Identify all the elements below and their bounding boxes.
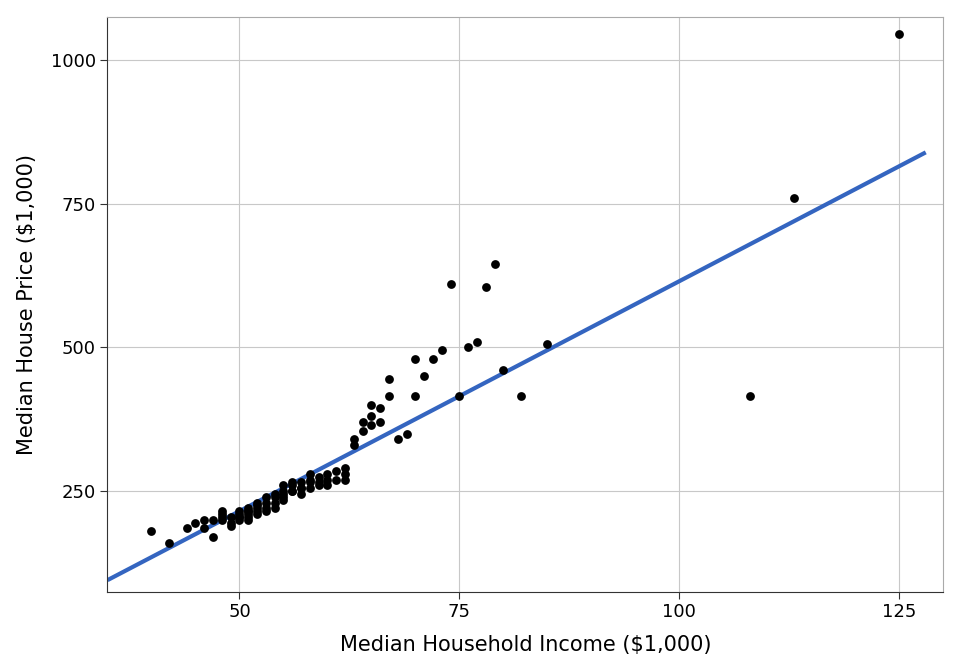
Point xyxy=(241,506,256,517)
Point xyxy=(320,474,335,485)
Point xyxy=(540,339,555,350)
Point xyxy=(250,503,265,513)
Point xyxy=(302,482,318,493)
Point xyxy=(364,419,379,430)
Point xyxy=(311,477,326,488)
Point xyxy=(364,399,379,410)
Point xyxy=(408,353,423,364)
Point xyxy=(320,468,335,479)
Point xyxy=(179,523,194,534)
Point xyxy=(478,282,493,292)
Point xyxy=(197,514,212,525)
Point xyxy=(408,391,423,402)
Point xyxy=(355,417,371,427)
Point xyxy=(328,474,344,485)
Point xyxy=(347,439,362,450)
Point xyxy=(205,532,221,542)
Point xyxy=(276,486,291,497)
Point xyxy=(399,428,415,439)
Point xyxy=(284,486,300,497)
Point xyxy=(461,342,476,353)
Point xyxy=(328,466,344,476)
Point xyxy=(258,506,274,517)
Point xyxy=(214,514,229,525)
Point xyxy=(250,497,265,508)
Point xyxy=(381,374,396,384)
Point xyxy=(241,511,256,522)
Point xyxy=(302,477,318,488)
Point xyxy=(231,511,247,522)
Point xyxy=(337,462,352,473)
Point xyxy=(258,497,274,508)
Point xyxy=(320,480,335,491)
Point xyxy=(284,480,300,491)
Point xyxy=(487,259,502,269)
Point xyxy=(786,192,802,203)
Point xyxy=(434,345,449,355)
Point xyxy=(144,526,159,537)
Point xyxy=(347,434,362,445)
Point xyxy=(390,434,405,445)
Point xyxy=(302,468,318,479)
Point xyxy=(241,509,256,519)
Point xyxy=(294,482,309,493)
Point xyxy=(214,509,229,519)
Point xyxy=(223,511,238,522)
Point xyxy=(311,480,326,491)
Point xyxy=(258,491,274,502)
Point xyxy=(241,503,256,513)
Point xyxy=(337,474,352,485)
Point xyxy=(276,489,291,499)
Point xyxy=(311,471,326,482)
Point xyxy=(214,506,229,517)
Point xyxy=(452,391,468,402)
Point xyxy=(276,491,291,502)
Point xyxy=(231,511,247,522)
Point xyxy=(258,503,274,513)
Point xyxy=(514,391,529,402)
Point xyxy=(267,497,282,508)
Point xyxy=(241,506,256,517)
Point xyxy=(223,520,238,531)
Point xyxy=(205,514,221,525)
Point xyxy=(250,509,265,519)
Point xyxy=(223,517,238,528)
Y-axis label: Median House Price ($1,000): Median House Price ($1,000) xyxy=(16,154,36,455)
Point xyxy=(188,517,204,528)
Point xyxy=(372,417,388,427)
Point xyxy=(381,391,396,402)
Point xyxy=(372,403,388,413)
Point xyxy=(284,477,300,488)
Point xyxy=(355,425,371,436)
Point xyxy=(284,486,300,497)
Point xyxy=(214,511,229,522)
Point xyxy=(443,279,458,290)
Point xyxy=(250,506,265,517)
Point xyxy=(294,489,309,499)
X-axis label: Median Household Income ($1,000): Median Household Income ($1,000) xyxy=(340,635,711,655)
Point xyxy=(276,480,291,491)
Point xyxy=(231,506,247,517)
Point xyxy=(302,474,318,485)
Point xyxy=(495,365,511,376)
Point xyxy=(294,477,309,488)
Point xyxy=(231,509,247,519)
Point xyxy=(469,336,485,347)
Point xyxy=(161,538,177,548)
Point xyxy=(276,495,291,505)
Point xyxy=(267,489,282,499)
Point xyxy=(250,500,265,511)
Point xyxy=(364,411,379,421)
Point xyxy=(425,353,441,364)
Point xyxy=(231,514,247,525)
Point xyxy=(742,391,757,402)
Point xyxy=(197,523,212,534)
Point xyxy=(267,491,282,502)
Point xyxy=(294,482,309,493)
Point xyxy=(892,28,907,39)
Point xyxy=(337,468,352,479)
Point xyxy=(267,503,282,513)
Point xyxy=(417,371,432,382)
Point xyxy=(241,514,256,525)
